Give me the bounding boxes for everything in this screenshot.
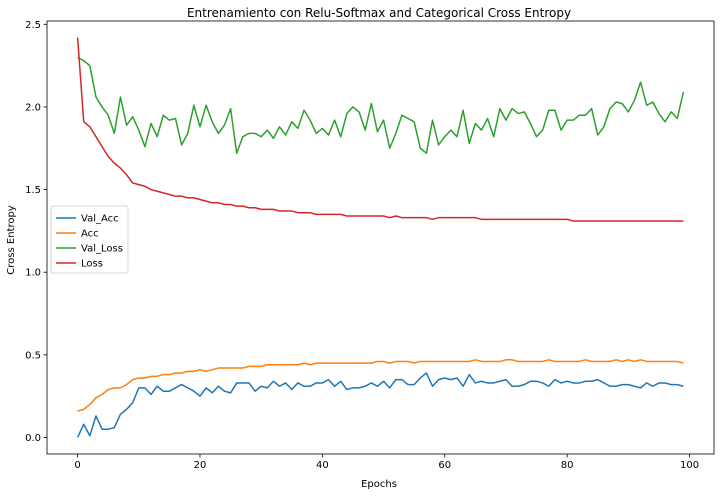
- x-axis-label: Epochs: [361, 479, 397, 490]
- x-tick-label: 20: [194, 460, 207, 471]
- y-tick-label: 0.5: [25, 350, 41, 361]
- chart-title: Entrenamiento con Relu-Softmax and Categ…: [187, 6, 571, 20]
- y-tick-label: 1.0: [25, 268, 41, 279]
- x-tick-label: 80: [561, 460, 574, 471]
- y-tick-label: 2.0: [25, 102, 41, 113]
- x-tick-label: 0: [74, 460, 80, 471]
- x-tick-label: 40: [316, 460, 329, 471]
- series-layer: [76, 37, 685, 438]
- legend-label: Loss: [81, 259, 103, 270]
- series-line-loss: [76, 37, 684, 222]
- legend-box: [50, 205, 129, 274]
- legend-label: Acc: [81, 229, 99, 240]
- y-tick-label: 0.0: [25, 433, 41, 444]
- series-line-val-acc: [76, 372, 684, 438]
- series-line-acc: [77, 359, 684, 412]
- legend: Val_Acc Acc Val_Loss Loss: [50, 205, 129, 274]
- y-axis-ticks: 0.0 0.5 1.0 1.5 2.0 2.5: [25, 20, 47, 444]
- series-line-val-loss: [77, 56, 685, 154]
- y-tick-label: 1.5: [25, 185, 41, 196]
- plot-frame: [46, 20, 715, 455]
- legend-label: Val_Acc: [81, 214, 119, 225]
- x-tick-label: 60: [438, 460, 451, 471]
- y-tick-label: 2.5: [25, 20, 41, 31]
- x-tick-label: 100: [680, 460, 699, 471]
- legend-label: Val_Loss: [81, 244, 123, 255]
- x-axis-ticks: 0 20 40 60 80 100: [74, 454, 699, 471]
- y-axis-label: Cross Entropy: [6, 205, 17, 275]
